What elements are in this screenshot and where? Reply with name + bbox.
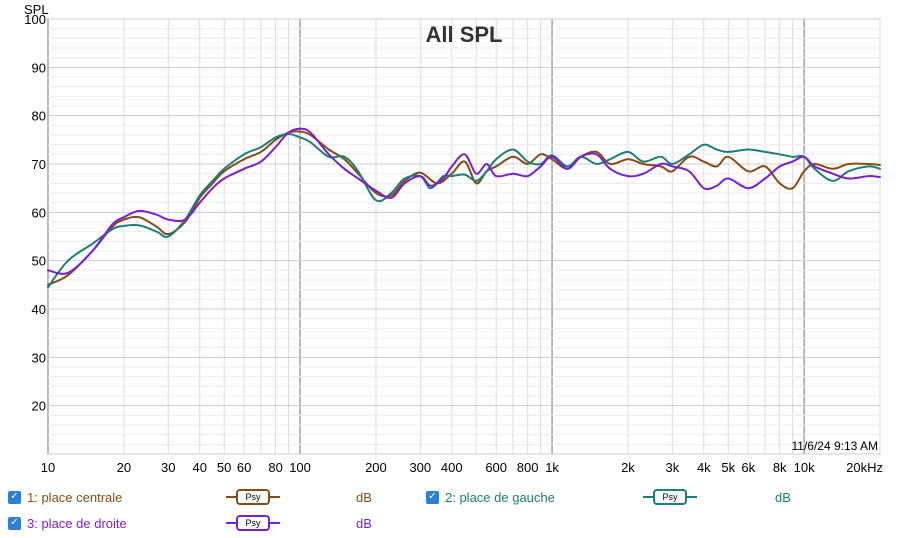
psy-button-3[interactable]: Psy (226, 514, 280, 532)
x-tick-label: 100 (289, 460, 311, 475)
ticks-layer: 10 20 30 40 50 60 80 100 200 300 400 600 800 1k 2k 3k 4k… (24, 12, 883, 475)
chart-title: All SPL (425, 22, 502, 47)
x-tick-label: 60 (237, 460, 251, 475)
psy-label-3: Psy (236, 515, 270, 531)
y-tick-label: 40 (32, 302, 46, 317)
x-tick-label: 3k (665, 460, 679, 475)
series-line-3 (47, 127, 881, 275)
grid (47, 18, 881, 455)
x-tick-label: 1k (545, 460, 559, 475)
x-tick-label: 400 (441, 460, 463, 475)
y-tick-label: 100 (24, 12, 46, 27)
x-tick-label: 200 (365, 460, 387, 475)
x-tick-label: 40 (193, 460, 207, 475)
x-tick-label: 10 (41, 460, 55, 475)
x-tick-label: 8k (773, 460, 787, 475)
x-tick-label: 5k (721, 460, 735, 475)
checkbox-series-3[interactable]: ✓ (8, 516, 21, 530)
x-tick-label: 800 (517, 460, 539, 475)
unit-label-1: dB (356, 490, 372, 505)
timestamp: 11/6/24 9:13 AM (791, 439, 878, 453)
x-tick-label: 6k (741, 460, 755, 475)
x-tick-label: 30 (161, 460, 175, 475)
psy-button-1[interactable]: Psy (226, 488, 280, 506)
x-tick-label: 50 (217, 460, 231, 475)
legend-item-3[interactable]: ✓ 3: place de droite (8, 513, 127, 533)
legend-label-3: 3: place de droite (27, 515, 127, 531)
legend-item-1[interactable]: ✓ 1: place centrale (8, 487, 122, 507)
y-axis-label: SPL (24, 2, 49, 17)
y-tick-label: 80 (32, 109, 46, 124)
unit-label-2: dB (775, 490, 791, 505)
legend-label-1: 1: place centrale (27, 489, 123, 505)
y-tick-label: 70 (32, 157, 46, 172)
x-tick-label: 80 (268, 460, 282, 475)
x-tick-label: 10k (794, 460, 815, 475)
x-tick-label: 300 (409, 460, 431, 475)
x-tick-label: 4k (697, 460, 711, 475)
checkbox-series-2[interactable]: ✓ (426, 490, 439, 504)
x-tick-label: 2k (621, 460, 635, 475)
series-layer (47, 127, 881, 289)
y-tick-label: 50 (32, 254, 46, 269)
series-line-2 (47, 133, 881, 289)
y-tick-label: 90 (32, 60, 46, 75)
y-tick-label: 20 (32, 399, 46, 414)
x-tick-label: 20kHz (846, 460, 883, 475)
legend-label-2: 2: place de gauche (445, 489, 555, 505)
y-tick-label: 60 (32, 205, 46, 220)
legend-item-2[interactable]: ✓ 2: place de gauche (426, 487, 555, 507)
x-tick-label: 600 (485, 460, 507, 475)
series-line-1 (47, 130, 881, 286)
x-tick-label: 20 (117, 460, 131, 475)
unit-label-3: dB (356, 516, 372, 531)
y-tick-label: 30 (32, 350, 46, 365)
plot-area (47, 18, 881, 455)
psy-label-1: Psy (236, 489, 270, 505)
psy-button-2[interactable]: Psy (643, 488, 697, 506)
checkbox-series-1[interactable]: ✓ (8, 490, 21, 504)
psy-label-2: Psy (653, 489, 687, 505)
